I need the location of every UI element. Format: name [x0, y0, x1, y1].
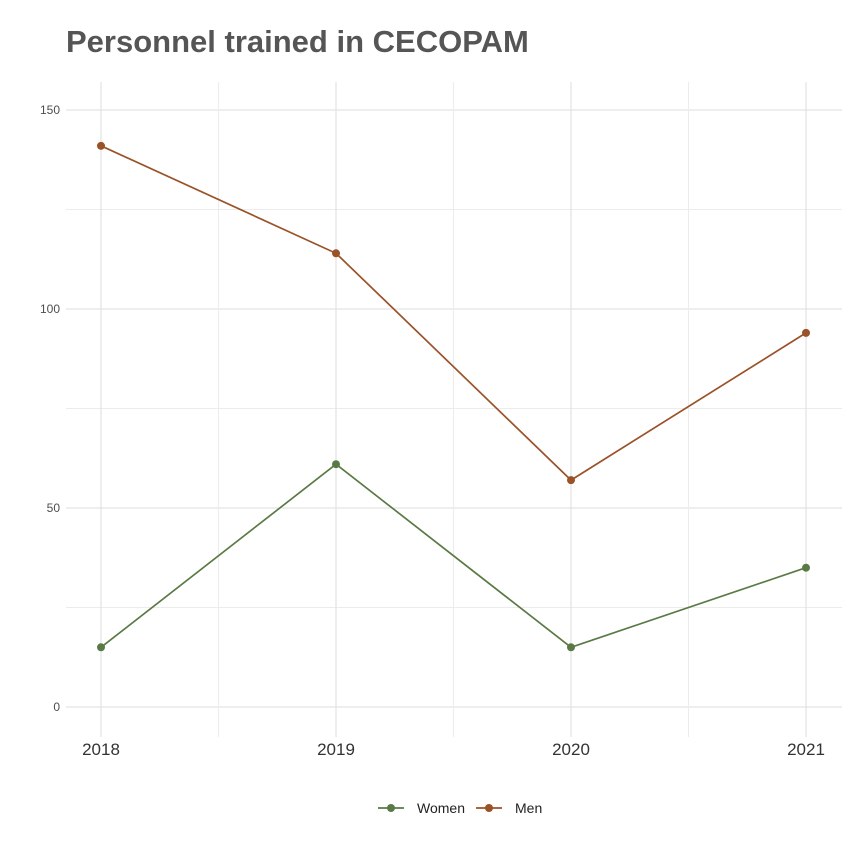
x-tick-label: 2019 — [317, 740, 355, 759]
legend-label-men: Men — [515, 800, 542, 816]
x-axis-ticks: 2018 2019 2020 2021 — [82, 740, 825, 759]
legend-label-women: Women — [417, 800, 465, 816]
data-point-women — [97, 643, 105, 652]
y-tick-label: 150 — [40, 103, 60, 117]
legend-marker-men — [485, 804, 493, 812]
y-tick-label: 50 — [47, 501, 61, 515]
legend: Women Men — [378, 800, 542, 816]
data-point-women — [567, 643, 575, 652]
data-point-men — [567, 476, 575, 485]
data-point-women — [802, 563, 810, 572]
y-tick-label: 100 — [40, 302, 60, 316]
data-point-women — [332, 460, 340, 469]
series-line-women — [100, 463, 807, 649]
y-axis-ticks: 0 50 100 150 — [40, 103, 60, 714]
y-tick-label: 0 — [53, 700, 60, 714]
data-point-men — [332, 249, 340, 258]
grid-lines — [66, 82, 842, 737]
series-line-men — [100, 145, 807, 482]
legend-marker-women — [387, 804, 395, 812]
chart-title: Personnel trained in CECOPAM — [66, 24, 529, 59]
x-tick-label: 2018 — [82, 740, 120, 759]
data-point-men — [802, 328, 810, 337]
x-tick-label: 2020 — [552, 740, 590, 759]
data-point-men — [97, 141, 105, 150]
series-lines — [97, 141, 810, 652]
x-tick-label: 2021 — [787, 740, 825, 759]
